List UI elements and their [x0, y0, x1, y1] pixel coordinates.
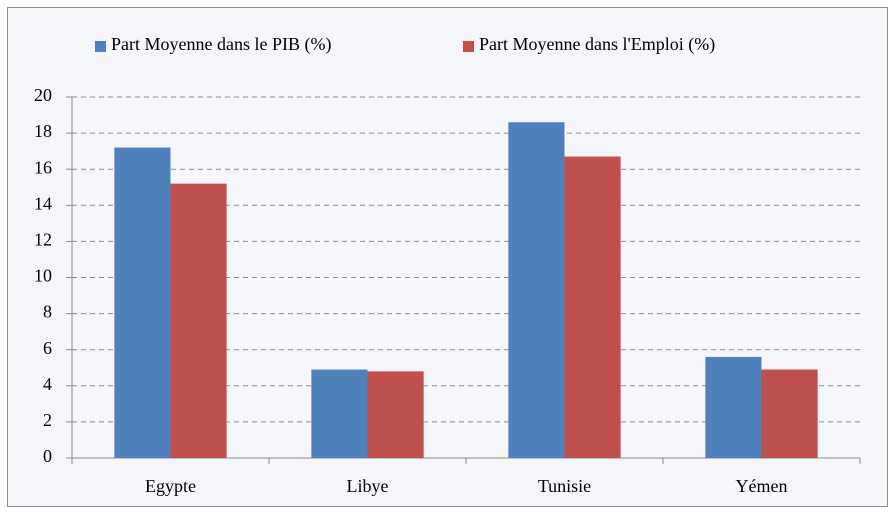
y-tick-label: 0 [43, 446, 52, 466]
y-tick-label: 14 [34, 193, 52, 213]
legend-label: Part Moyenne dans le PIB (%) [111, 34, 331, 55]
bar [508, 122, 565, 459]
x-tick-label: Libye [347, 476, 389, 496]
legend-swatch [463, 41, 474, 52]
bar [170, 183, 227, 458]
x-tick-label: Tunisie [538, 476, 591, 496]
bar [367, 371, 424, 458]
bar [564, 156, 621, 458]
y-tick-label: 2 [43, 410, 52, 430]
y-tick-label: 4 [43, 374, 52, 394]
bar [311, 369, 368, 458]
bar [114, 147, 171, 459]
x-tick-label: Egypte [145, 476, 196, 496]
y-tick-label: 18 [34, 121, 52, 141]
y-tick-label: 20 [34, 85, 52, 105]
y-tick-label: 12 [34, 230, 52, 250]
y-tick-label: 16 [34, 157, 52, 177]
y-tick-label: 8 [43, 302, 52, 322]
y-tick-label: 10 [34, 266, 52, 286]
x-tick-label: Yémen [736, 476, 788, 496]
bar [761, 369, 818, 458]
legend-label: Part Moyenne dans l'Emploi (%) [479, 34, 715, 55]
y-tick-label: 6 [43, 338, 52, 358]
legend-swatch [95, 41, 106, 52]
bar [705, 356, 762, 458]
